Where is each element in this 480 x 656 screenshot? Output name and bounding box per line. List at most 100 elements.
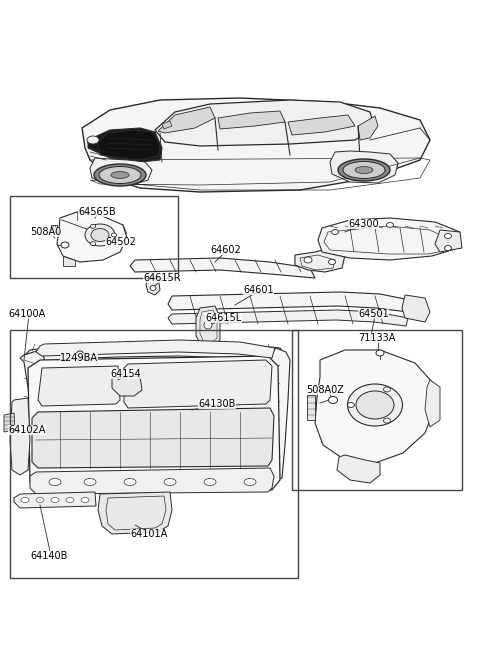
Polygon shape (32, 408, 274, 468)
Text: 64601: 64601 (243, 285, 274, 295)
Polygon shape (168, 292, 410, 312)
Ellipse shape (328, 260, 336, 264)
Ellipse shape (111, 171, 129, 178)
Text: 64100A: 64100A (8, 309, 45, 319)
Ellipse shape (386, 222, 394, 228)
Polygon shape (88, 128, 162, 162)
Ellipse shape (355, 167, 373, 173)
Ellipse shape (338, 159, 390, 181)
Polygon shape (24, 342, 288, 364)
Ellipse shape (444, 234, 452, 239)
Polygon shape (63, 256, 75, 266)
Polygon shape (57, 212, 127, 262)
Ellipse shape (61, 242, 69, 248)
Polygon shape (82, 98, 430, 192)
Ellipse shape (164, 478, 176, 485)
Ellipse shape (94, 164, 146, 186)
Polygon shape (330, 151, 398, 183)
Polygon shape (162, 121, 172, 129)
Ellipse shape (376, 350, 384, 356)
Text: 1249BA: 1249BA (60, 353, 98, 363)
Polygon shape (402, 295, 430, 322)
Ellipse shape (332, 230, 338, 234)
Text: 71133A: 71133A (358, 333, 396, 343)
Ellipse shape (384, 387, 391, 392)
Polygon shape (124, 360, 272, 408)
Polygon shape (28, 356, 280, 492)
Ellipse shape (204, 321, 212, 329)
Ellipse shape (85, 224, 115, 246)
Polygon shape (288, 115, 355, 135)
Ellipse shape (348, 403, 355, 407)
Polygon shape (295, 248, 345, 272)
Polygon shape (196, 306, 220, 348)
Ellipse shape (66, 497, 74, 502)
Ellipse shape (91, 228, 109, 241)
Polygon shape (10, 398, 30, 475)
Text: 64501: 64501 (358, 309, 389, 319)
Polygon shape (158, 107, 215, 133)
Polygon shape (155, 100, 375, 146)
Text: 64565B: 64565B (78, 207, 116, 217)
Polygon shape (130, 258, 315, 278)
Ellipse shape (356, 391, 394, 419)
Ellipse shape (328, 396, 337, 403)
Polygon shape (435, 230, 462, 252)
Polygon shape (307, 395, 315, 420)
Polygon shape (146, 276, 160, 295)
Ellipse shape (244, 478, 256, 485)
Text: 64615L: 64615L (205, 313, 241, 323)
Text: 64602: 64602 (210, 245, 241, 255)
Ellipse shape (36, 497, 44, 502)
Text: 64102A: 64102A (8, 425, 46, 435)
Text: 64502: 64502 (105, 237, 136, 247)
Polygon shape (4, 413, 15, 432)
Polygon shape (112, 376, 142, 396)
Ellipse shape (99, 167, 141, 184)
Text: 64615R: 64615R (143, 273, 180, 283)
Ellipse shape (87, 136, 99, 144)
Ellipse shape (81, 497, 89, 502)
Ellipse shape (51, 497, 59, 502)
Polygon shape (218, 111, 285, 129)
Polygon shape (168, 310, 408, 326)
Ellipse shape (84, 478, 96, 485)
Bar (10, 196, 178, 278)
Text: 64140B: 64140B (30, 551, 67, 561)
Polygon shape (98, 130, 160, 160)
Ellipse shape (91, 224, 96, 228)
Ellipse shape (444, 245, 452, 251)
Ellipse shape (124, 478, 136, 485)
Ellipse shape (384, 418, 391, 423)
Polygon shape (315, 350, 435, 463)
Polygon shape (20, 350, 52, 480)
Ellipse shape (76, 351, 84, 357)
Polygon shape (337, 455, 380, 483)
Ellipse shape (111, 233, 117, 237)
Ellipse shape (21, 497, 29, 502)
Polygon shape (38, 366, 120, 406)
Text: 508A0Z: 508A0Z (306, 385, 344, 395)
Polygon shape (14, 492, 96, 508)
Polygon shape (30, 468, 274, 494)
Polygon shape (358, 116, 378, 140)
Polygon shape (318, 218, 460, 260)
Text: 64154: 64154 (110, 369, 141, 379)
Polygon shape (90, 158, 152, 185)
Text: 64101A: 64101A (130, 529, 167, 539)
Bar (10, 330, 298, 578)
Polygon shape (36, 340, 275, 358)
Text: 64130B: 64130B (198, 399, 235, 409)
Bar (292, 330, 462, 490)
Polygon shape (98, 492, 172, 534)
Text: 64300: 64300 (348, 219, 379, 229)
Ellipse shape (343, 161, 385, 178)
Ellipse shape (304, 257, 312, 263)
Ellipse shape (204, 478, 216, 485)
Polygon shape (425, 380, 440, 427)
Polygon shape (266, 348, 290, 480)
Ellipse shape (150, 285, 156, 291)
Polygon shape (51, 225, 57, 232)
Ellipse shape (49, 478, 61, 485)
Ellipse shape (91, 241, 96, 245)
